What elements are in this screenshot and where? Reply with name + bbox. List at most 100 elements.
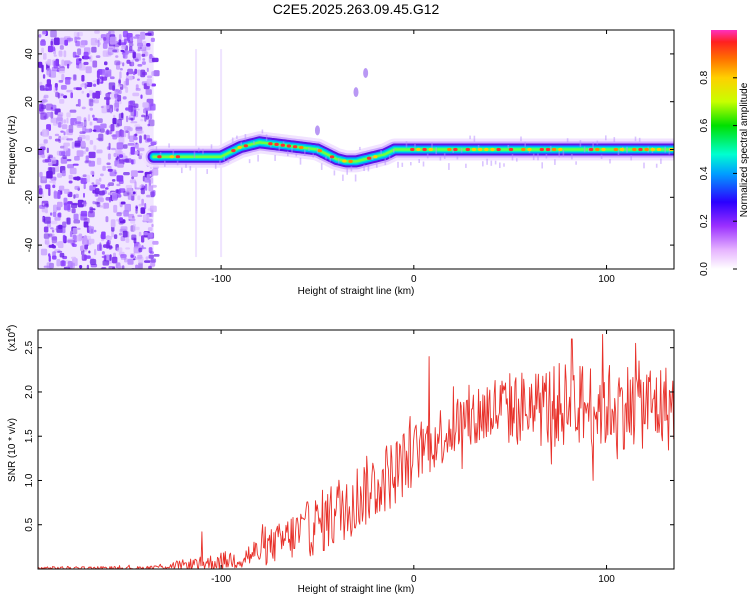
noise-speck (120, 226, 128, 232)
noise-speck (152, 240, 159, 245)
noise-speck (131, 59, 134, 66)
noise-speck (151, 57, 159, 63)
y-tick-label: 2.5 (24, 340, 35, 354)
noise-speck (106, 165, 112, 169)
noise-speck (74, 55, 80, 58)
noise-speck (62, 234, 66, 242)
noise-speck (57, 213, 61, 218)
noise-speck (112, 85, 115, 91)
noise-speck (143, 134, 147, 140)
y-tick-label: -40 (24, 237, 35, 252)
noise-speck (116, 175, 124, 182)
ridge-fuzz (499, 162, 501, 169)
noise-speck (100, 173, 104, 177)
noise-speck (57, 250, 63, 253)
noise-speck (75, 104, 79, 107)
ridge-hotspot (348, 159, 353, 163)
noise-speck (88, 151, 96, 159)
x-tick-label: 0 (411, 274, 417, 285)
noise-speck (135, 208, 138, 214)
noise-speck (137, 42, 143, 47)
noise-speck (93, 83, 97, 87)
noise-speck (118, 154, 124, 158)
noise-speck (54, 133, 60, 137)
noise-speck (113, 234, 118, 239)
ridge-hotspot (613, 147, 618, 152)
noise-speck (61, 124, 68, 130)
faint-feature (353, 87, 359, 98)
noise-speck (100, 123, 107, 129)
noise-speck (77, 122, 84, 127)
ridge-hotspot (422, 147, 427, 152)
ridge-fuzz (350, 166, 353, 172)
noise-speck (60, 85, 67, 90)
ridge-fuzz (634, 136, 637, 142)
ridge-fuzz (448, 163, 450, 170)
noise-speck (133, 109, 136, 117)
colorbar-tick-label: 0.4 (699, 166, 710, 180)
noise-speck (147, 123, 150, 127)
ridge-fuzz (376, 164, 378, 168)
noise-speck (43, 94, 49, 99)
noise-speck (50, 227, 54, 230)
ridge-hotspot (551, 147, 557, 152)
noise-speck (138, 203, 145, 207)
noise-speck (45, 203, 49, 208)
spectrogram-panel: -100 0 100 -40 -20 0 20 40 Height of straight l… (7, 29, 675, 297)
noise-speck (135, 142, 138, 145)
noise-speck (79, 63, 86, 71)
ridge-fuzz (320, 163, 323, 170)
ridge-fuzz (206, 169, 208, 174)
noise-speck (145, 183, 148, 191)
noise-speck (49, 69, 56, 78)
ridge-fuzz (316, 148, 319, 154)
noise-speck (147, 227, 153, 232)
ridge-hotspot (317, 149, 322, 153)
noise-speck (88, 226, 94, 234)
noise-speck (59, 137, 65, 140)
ridge-fuzz (304, 149, 306, 157)
noise-speck (43, 88, 49, 91)
ridge-fuzz (337, 158, 340, 164)
noise-speck (76, 236, 83, 242)
noise-speck (131, 234, 137, 241)
noise-speck (73, 74, 77, 80)
ridge-hotspot (508, 147, 514, 152)
noise-speck (147, 31, 154, 36)
noise-speck (147, 232, 153, 238)
ridge-fuzz (265, 134, 268, 142)
noise-speck (138, 154, 142, 160)
noise-speck (63, 202, 71, 211)
noise-speck (123, 126, 131, 131)
noise-speck (74, 156, 80, 161)
y-tick-label: 0 (24, 146, 35, 152)
noise-speck (96, 157, 102, 165)
noise-speck (96, 137, 103, 141)
noise-speck (117, 163, 124, 168)
snr-ylabel: SNR (10 * v/v) (7, 418, 18, 482)
ridge-fuzz (592, 142, 594, 149)
ridge-fuzz (503, 163, 505, 167)
noise-speck (41, 154, 46, 159)
ridge-fuzz (414, 144, 416, 148)
noise-speck (81, 106, 86, 110)
ridge-fuzz (643, 162, 645, 169)
ridge-fuzz (159, 151, 162, 156)
noise-speck (58, 50, 63, 56)
noise-speck (61, 151, 66, 156)
noise-speck (137, 254, 143, 259)
ridge-fuzz (393, 148, 395, 153)
noise-speck (123, 144, 128, 149)
ridge-fuzz (308, 147, 310, 151)
noise-speck (66, 37, 73, 42)
noise-speck (39, 171, 43, 178)
noise-speck (132, 191, 136, 195)
noise-speck (46, 262, 52, 269)
noise-speck (109, 76, 115, 80)
noise-speck (122, 96, 127, 100)
noise-speck (92, 92, 96, 99)
noise-speck (96, 149, 103, 154)
noise-speck (120, 254, 127, 258)
noise-speck (100, 128, 105, 133)
noise-speck (50, 158, 57, 164)
